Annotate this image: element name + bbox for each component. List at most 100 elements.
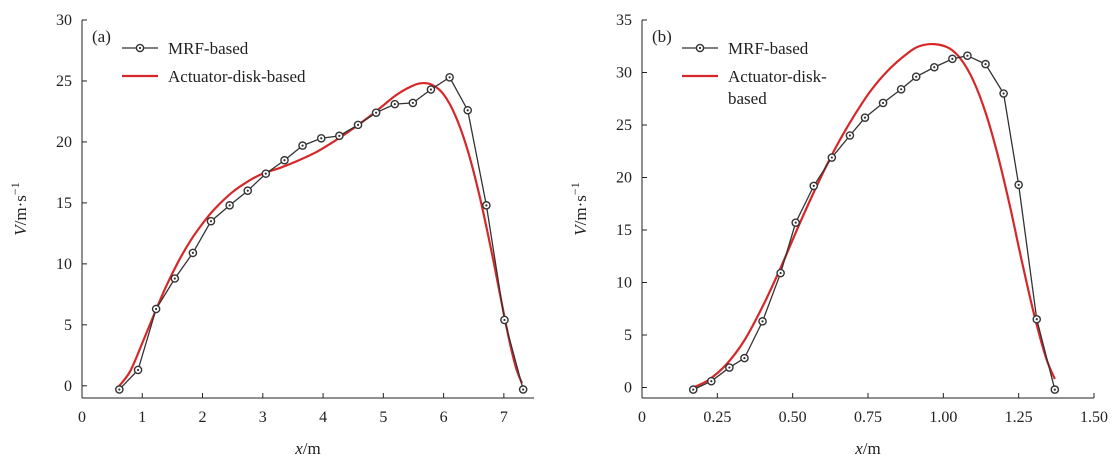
- data-point-marker-dot: [812, 184, 815, 187]
- data-point-marker-dot: [246, 189, 249, 192]
- series-line: [118, 76, 524, 390]
- legend-marker-dot: [698, 46, 702, 50]
- data-point-marker-dot: [191, 251, 194, 254]
- y-tick-label: 25: [616, 117, 632, 134]
- legend-item: Actuator-disk-based: [682, 67, 827, 108]
- series-line: [692, 42, 1056, 389]
- data-point-marker-dot: [933, 66, 936, 69]
- data-point-marker-dot: [761, 320, 764, 323]
- y-tick-label: 10: [56, 256, 72, 273]
- y-tick-label: 30: [616, 65, 632, 82]
- data-point-marker-dot: [466, 109, 469, 112]
- data-point-marker-dot: [863, 116, 867, 119]
- data-point-marker-dot: [411, 101, 414, 105]
- series-actuator-disk-based: [692, 42, 1056, 389]
- data-point-marker-dot: [283, 159, 286, 162]
- data-point-marker-dot: [984, 63, 987, 66]
- data-point-marker-dot: [301, 144, 304, 147]
- x-tick-label: 1: [138, 409, 146, 426]
- y-tick-label: 10: [616, 275, 632, 292]
- data-point-marker-dot: [779, 271, 782, 275]
- y-tick-label: 5: [624, 327, 632, 344]
- data-point-marker-dot: [136, 368, 140, 372]
- y-tick-label: 35: [616, 12, 632, 29]
- y-tick-label: 0: [64, 378, 72, 395]
- legend: MRF-based Actuator-disk-based: [122, 39, 306, 86]
- legend-item: MRF-based: [682, 39, 809, 58]
- data-point-marker-dot: [338, 134, 341, 137]
- data-point-marker-dot: [264, 172, 267, 175]
- legend: MRF-based Actuator-disk-based: [682, 39, 827, 108]
- y-tick-label: 20: [616, 170, 632, 187]
- x-tick-label: 7: [500, 409, 508, 426]
- data-point-marker-dot: [710, 380, 713, 383]
- legend-label: MRF-based: [728, 39, 809, 58]
- data-point-marker-dot: [209, 220, 213, 223]
- x-tick-label: 2: [199, 409, 207, 426]
- data-point-marker-dot: [1053, 388, 1056, 391]
- data-point-marker-dot: [393, 103, 396, 106]
- data-point-marker-dot: [1002, 92, 1005, 95]
- data-point-marker-dot: [448, 76, 451, 79]
- data-point-marker-dot: [900, 88, 903, 91]
- chart-panel-b: 0 0.25 0.50 0.75 1.00 1.25 1.50 0 5 10 15 20 25 30 35 x…: [568, 12, 1108, 458]
- x-tick-label: 3: [259, 409, 267, 426]
- x-tick-label: 4: [319, 409, 327, 426]
- data-point-marker-dot: [794, 221, 797, 224]
- y-axis-title: V/m·s−1: [8, 182, 30, 235]
- panel-label: (a): [92, 27, 111, 46]
- x-tick-label: 5: [379, 409, 387, 426]
- legend-label: Actuator-disk-based: [168, 67, 306, 86]
- data-point-marker-dot: [503, 318, 506, 322]
- series-mrf-based: [688, 51, 1060, 394]
- data-point-marker-dot: [743, 357, 746, 360]
- y-tick-label: 0: [624, 380, 632, 397]
- data-point-marker-dot: [966, 54, 969, 57]
- data-point-marker-dot: [728, 366, 731, 369]
- data-point-marker-dot: [692, 388, 695, 391]
- data-point-marker-dot: [915, 75, 918, 78]
- x-tick-label: 0.75: [854, 409, 882, 426]
- data-point-marker-dot: [429, 88, 433, 91]
- series-line: [692, 55, 1056, 391]
- series-actuator-disk-based: [118, 81, 523, 387]
- x-tick-label: 0.50: [779, 409, 807, 426]
- x-tick-label: 0.25: [703, 409, 731, 426]
- data-point-marker-dot: [830, 156, 833, 159]
- y-tick-label: 25: [56, 73, 72, 90]
- x-tick-label: 1.50: [1080, 409, 1108, 426]
- data-point-marker-dot: [320, 137, 323, 140]
- x-tick-label: 1.00: [929, 409, 957, 426]
- y-tick-label: 20: [56, 134, 72, 151]
- data-point-marker-dot: [228, 204, 231, 207]
- data-point-marker-dot: [951, 57, 954, 60]
- x-tick-label: 0: [78, 409, 86, 426]
- data-point-marker-dot: [848, 134, 852, 137]
- panel-label: (b): [652, 27, 672, 46]
- data-point-marker-dot: [155, 307, 158, 311]
- y-tick-label: 5: [64, 317, 72, 334]
- x-tick-label: 1.25: [1005, 409, 1033, 426]
- y-tick-label: 15: [56, 195, 72, 212]
- data-point-marker-dot: [881, 101, 885, 105]
- series-mrf-based: [115, 73, 528, 394]
- y-tick-label: 15: [616, 222, 632, 239]
- x-axis-title: x/m: [294, 439, 321, 458]
- data-point-marker-dot: [485, 204, 488, 207]
- x-axis-title: x/m: [854, 439, 881, 458]
- data-point-marker-dot: [375, 111, 378, 114]
- data-point-marker-dot: [1017, 183, 1020, 186]
- data-point-marker-dot: [522, 388, 525, 391]
- x-tick-label: 6: [440, 409, 448, 426]
- chart-panel-a: 0 1 2 3 4 5 6 7 0 5 10 15 20 25 30 x/m V/m·s−1 (a) MRF-bas…: [8, 12, 534, 458]
- x-tick-label: 0: [638, 409, 646, 426]
- data-point-marker-dot: [1035, 318, 1038, 321]
- series-line: [118, 81, 523, 387]
- legend-marker-dot: [138, 46, 142, 50]
- y-tick-label: 30: [56, 12, 72, 29]
- legend-label: MRF-based: [168, 39, 249, 58]
- legend-item: Actuator-disk-based: [122, 67, 306, 86]
- data-point-marker-dot: [118, 388, 121, 391]
- legend-label: Actuator-disk-based: [728, 67, 827, 108]
